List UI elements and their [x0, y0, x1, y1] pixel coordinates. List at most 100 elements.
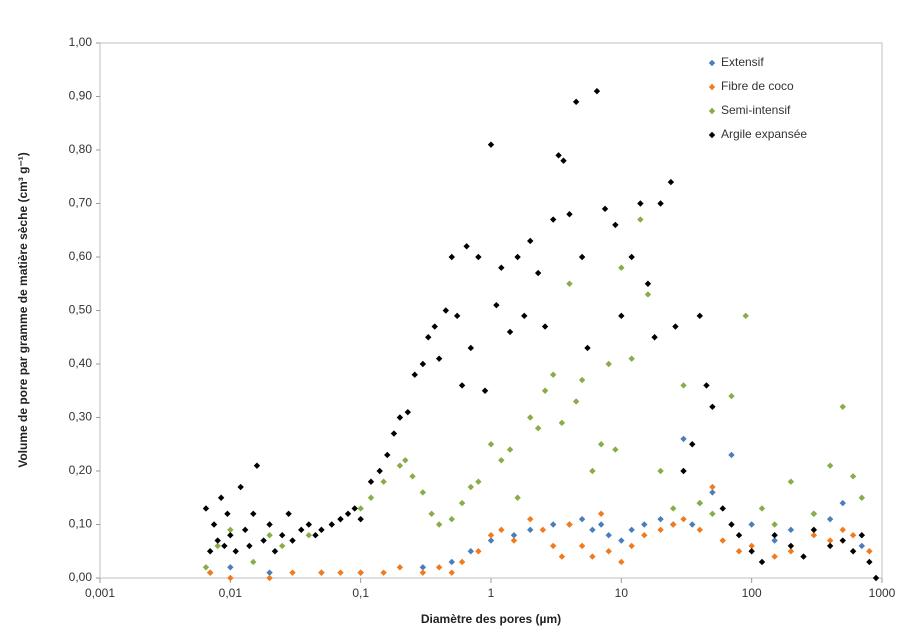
x-tick-label: 0,01 [219, 586, 243, 600]
point [318, 569, 325, 576]
point [866, 548, 873, 555]
point [709, 489, 716, 496]
point [566, 521, 573, 528]
point [839, 537, 846, 544]
point [481, 387, 489, 394]
point [475, 253, 482, 261]
point [510, 532, 518, 539]
point [227, 532, 234, 539]
point [224, 510, 231, 517]
point [669, 521, 677, 528]
point [241, 526, 249, 534]
point [448, 569, 455, 576]
point [527, 526, 534, 534]
point [618, 264, 625, 271]
point [289, 569, 296, 576]
point [506, 328, 514, 336]
point [849, 532, 857, 539]
point [396, 564, 404, 571]
x-tick-label: 1 [488, 586, 495, 600]
point [748, 548, 755, 555]
point [680, 515, 687, 523]
point [628, 253, 635, 261]
point [728, 521, 735, 528]
y-tick-label: 0,50 [69, 303, 93, 317]
point [787, 478, 795, 485]
point [431, 323, 438, 330]
point [787, 542, 795, 550]
point [641, 521, 648, 528]
point [566, 211, 573, 218]
point [487, 537, 495, 544]
legend-marker [708, 107, 716, 115]
point [644, 291, 652, 298]
point [411, 371, 418, 378]
point [384, 451, 391, 459]
point [202, 505, 210, 512]
point [206, 548, 214, 555]
point [605, 532, 612, 539]
point [605, 360, 612, 368]
point [214, 537, 221, 544]
point [419, 489, 427, 496]
point [541, 387, 549, 394]
point [728, 392, 735, 400]
point [214, 542, 221, 550]
point [534, 425, 542, 432]
point [404, 408, 412, 416]
point [527, 515, 534, 523]
point [289, 537, 296, 544]
point [612, 221, 619, 229]
point [810, 532, 818, 539]
point [305, 532, 313, 539]
point [467, 483, 475, 491]
point [748, 542, 755, 550]
point [498, 457, 505, 464]
y-tick-label: 0,80 [69, 142, 93, 156]
point [709, 403, 716, 410]
y-tick-label: 0,10 [69, 517, 93, 531]
point [709, 483, 716, 491]
point [558, 419, 566, 427]
point [696, 499, 704, 507]
point [826, 537, 834, 544]
point [680, 467, 687, 475]
point [589, 467, 596, 475]
point [419, 564, 427, 571]
point [271, 548, 279, 555]
point [487, 532, 495, 539]
point [651, 334, 658, 341]
point [514, 494, 521, 501]
legend-label: Argile expansée [721, 127, 807, 141]
point [597, 441, 605, 448]
point [428, 510, 435, 517]
point [637, 216, 644, 223]
point [435, 564, 443, 571]
point [696, 312, 704, 320]
point [510, 537, 518, 544]
y-tick-label: 0,20 [69, 463, 93, 477]
point [839, 499, 846, 507]
point [826, 542, 834, 550]
point [521, 312, 528, 320]
y-tick-label: 0,30 [69, 410, 93, 424]
point [475, 548, 482, 555]
point [266, 569, 273, 576]
plot-area [99, 42, 883, 579]
point [527, 237, 534, 245]
point [787, 526, 795, 534]
point [253, 462, 261, 469]
x-tick-label: 1000 [869, 586, 896, 600]
point [628, 542, 635, 550]
point [402, 457, 409, 464]
point [285, 510, 292, 517]
point [318, 526, 325, 534]
point [337, 515, 344, 523]
point [487, 141, 495, 148]
point [380, 478, 387, 485]
point [527, 414, 534, 421]
point [493, 301, 500, 309]
point [463, 243, 470, 250]
